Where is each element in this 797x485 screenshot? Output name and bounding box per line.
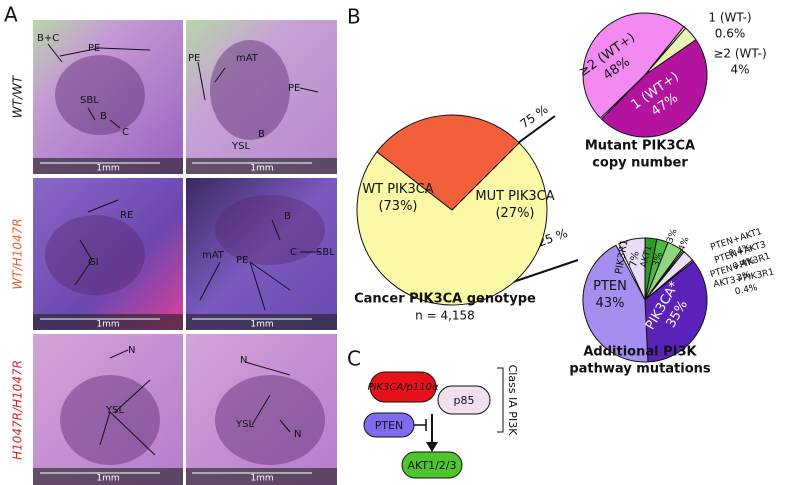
- annotation: C: [290, 247, 297, 258]
- callout-lines: [509, 115, 579, 284]
- pie-title: Additional PI3K: [583, 345, 697, 360]
- scale-bar-label: 1mm: [250, 474, 273, 484]
- node-label: PIK3CA/p110α: [367, 382, 439, 393]
- genotype-label: WT/WT: [11, 74, 25, 118]
- slice-value-label: 43%: [596, 296, 625, 311]
- node-label: PTEN: [375, 419, 404, 432]
- annotation: C: [122, 127, 129, 138]
- annotation: N: [240, 355, 247, 366]
- annotation: B+C: [37, 33, 59, 44]
- annotation: B: [258, 129, 265, 140]
- bracket-label: Class IA PI3K: [506, 365, 519, 437]
- panel-label: B: [347, 5, 361, 29]
- histology-image: [33, 178, 183, 330]
- slice-value-label: (73%): [378, 199, 417, 214]
- pie-subtitle: n = 4,158: [415, 309, 475, 323]
- slice-label: MUT PIK3CA: [475, 189, 554, 204]
- slice-value-label: 0.6%: [715, 26, 746, 40]
- slice-value-label: 3%: [651, 251, 664, 268]
- annotation: PE: [288, 83, 300, 94]
- annotation: B: [100, 111, 107, 122]
- node: [437, 385, 491, 415]
- arrowhead: [426, 442, 438, 452]
- bracket: [497, 367, 504, 433]
- annotation: PE: [188, 53, 200, 64]
- node-label: p85: [454, 394, 475, 407]
- pie-title: Mutant PIK3CA: [585, 139, 695, 154]
- slice-value-label: 4%: [730, 62, 749, 76]
- slice-value-label: 3%: [736, 270, 753, 284]
- annotation: YSL: [235, 419, 254, 430]
- panel-label: C: [347, 347, 361, 371]
- scale-bar-label: 1mm: [96, 320, 119, 330]
- genotype-label: H1047R/H1047R: [11, 360, 25, 460]
- pie-slice: [356, 142, 548, 306]
- annotation: PE: [236, 255, 248, 266]
- scale-bar-label: 1mm: [96, 164, 119, 174]
- annotation: mAT: [202, 250, 225, 261]
- annotation-lines: [47, 43, 320, 456]
- scale-bar-label: 1mm: [96, 474, 119, 484]
- annotation: N: [128, 345, 135, 356]
- annotation: PE: [88, 43, 100, 54]
- pies: WT PIK3CA(73%)MUT PIK3CA(27%)≥2 (WT+)48%…: [356, 11, 775, 363]
- annotation: B: [284, 211, 291, 222]
- slice-label: 1 (WT-): [708, 11, 751, 25]
- scale-bars: 1mm 1mm 1mm 1mm 1mm 1mm: [96, 164, 273, 484]
- pie-title: copy number: [592, 156, 688, 171]
- pie-slice: [644, 260, 708, 363]
- annotation: YSL: [105, 405, 124, 416]
- slice-label: PTEN: [593, 279, 627, 294]
- pie-slice: [600, 39, 708, 138]
- panel-label: A: [4, 3, 18, 27]
- histology-image: [186, 20, 337, 174]
- pie-slice: [582, 244, 649, 363]
- annotation: YSL: [231, 141, 250, 152]
- slice-label: ≥2 (WT-): [713, 47, 766, 61]
- annotation: mAT: [236, 53, 259, 64]
- pathway-diagram: PIK3CA/p110α p85 PTEN AKT1/2/3 Class IA …: [363, 365, 519, 479]
- pie-title: Cancer PIK3CA genotype: [354, 292, 536, 307]
- callout-label: 75 %: [518, 102, 551, 131]
- slice-value-label: 4%: [677, 235, 691, 252]
- pie-slice: [582, 12, 685, 119]
- slice-label: WT PIK3CA: [362, 182, 433, 197]
- scale-bar-label: 1mm: [250, 164, 273, 174]
- slice-value-label: 3%: [665, 227, 679, 244]
- annotation: SBL: [80, 95, 99, 106]
- scale-bar-label: 1mm: [250, 320, 273, 330]
- annotations: B+C PE SBL B C PE mAT PE B YSL RE GI mAT…: [37, 33, 335, 440]
- histology-image: [33, 334, 183, 485]
- histology-image: [186, 178, 337, 330]
- genotype-label: WT/H1047R: [11, 218, 25, 289]
- node: [369, 371, 437, 403]
- pie-slice: [376, 114, 520, 211]
- annotation: N: [294, 429, 301, 440]
- node-label: AKT1/2/3: [407, 459, 456, 472]
- annotation: GI: [88, 257, 99, 268]
- histology-grid: [33, 20, 337, 485]
- slice-value-label: 7%: [628, 250, 642, 268]
- slice-value-label: 0.4%: [734, 283, 759, 298]
- slice-value-label: (27%): [495, 206, 534, 221]
- histology-image: [33, 20, 183, 174]
- pie-title: pathway mutations: [569, 362, 711, 377]
- annotation: SBL: [316, 247, 335, 258]
- annotation: RE: [120, 210, 133, 221]
